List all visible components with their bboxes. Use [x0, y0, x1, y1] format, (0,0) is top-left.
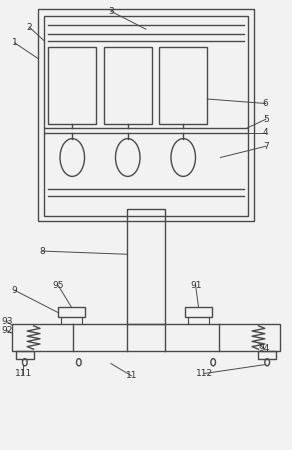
Text: 9: 9: [12, 286, 18, 295]
Bar: [44, 16, 248, 216]
Bar: [48, 47, 96, 124]
Bar: [12, 324, 280, 351]
Bar: [258, 351, 276, 359]
Bar: [127, 209, 165, 324]
Bar: [38, 9, 254, 220]
Text: 2: 2: [26, 22, 32, 32]
Text: 93: 93: [1, 317, 13, 326]
Text: 1: 1: [12, 38, 18, 47]
Bar: [58, 307, 85, 317]
Text: 112: 112: [196, 369, 213, 378]
Bar: [159, 47, 207, 124]
Bar: [104, 47, 152, 124]
Bar: [185, 307, 212, 317]
Text: 91: 91: [190, 281, 201, 290]
Text: 4: 4: [263, 128, 269, 137]
Text: 94: 94: [259, 344, 270, 353]
Text: 8: 8: [39, 247, 45, 256]
Bar: [16, 351, 34, 359]
Text: 11: 11: [126, 371, 137, 380]
Text: 3: 3: [108, 7, 114, 16]
Text: 95: 95: [53, 281, 64, 290]
Text: 6: 6: [263, 99, 269, 108]
Text: 5: 5: [263, 115, 269, 124]
Text: 111: 111: [15, 369, 32, 378]
Text: 7: 7: [263, 142, 269, 151]
Text: 92: 92: [2, 326, 13, 335]
